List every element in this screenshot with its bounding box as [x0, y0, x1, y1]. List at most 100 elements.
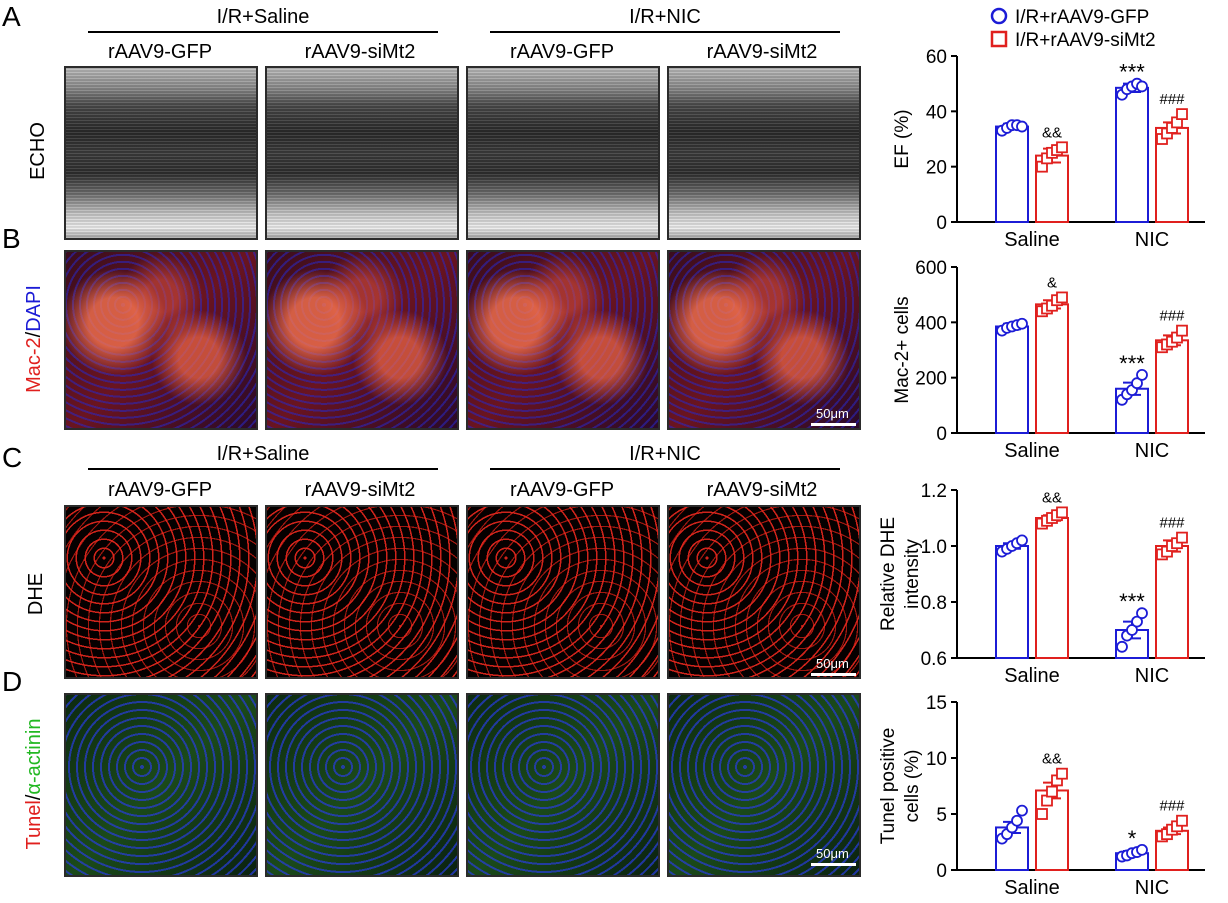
chart-dhe: 0.6 0.8 1.0 1.2 Relative DHE intensity Saline N…	[878, 481, 1205, 687]
group-header-saline: I/R+Saline	[216, 6, 310, 28]
data-point	[1136, 607, 1148, 620]
data-point	[1176, 531, 1188, 544]
scale-bar-label-2: 50μm	[816, 656, 849, 671]
y-tick-label: 40	[926, 102, 947, 123]
y-axis-label: cells (%)	[902, 750, 923, 823]
mac2-image-3	[466, 250, 660, 430]
bar	[1155, 545, 1189, 659]
data-point	[1016, 317, 1028, 330]
mac2-separator: /	[23, 331, 45, 338]
y-axis-label: intensity	[902, 539, 923, 609]
group-bracket-saline	[88, 31, 438, 33]
dhe-image-2	[265, 505, 459, 679]
echo-image-3	[466, 66, 660, 240]
panel-letter-a: A	[2, 1, 21, 32]
echo-image-1	[64, 66, 258, 240]
legend-label-gfp: I/R+rAAV9-GFP	[1015, 7, 1149, 28]
x-tick-label: NIC	[1135, 229, 1169, 251]
dhe-image-1	[64, 505, 258, 679]
y-axis-label: Relative DHE	[878, 517, 899, 631]
data-point	[1011, 814, 1023, 827]
echo-image-4	[667, 66, 861, 240]
data-point	[1016, 804, 1028, 817]
group-header-saline-2: I/R+Saline	[216, 443, 310, 465]
significance-annotation: ###	[1159, 515, 1185, 532]
x-tick-label: NIC	[1135, 877, 1169, 899]
row-label-echo: ECHO	[27, 122, 49, 180]
bar	[1035, 303, 1069, 434]
data-point	[1056, 291, 1068, 304]
y-axis-label: Mac-2+ cells	[892, 296, 913, 403]
data-point	[1056, 141, 1068, 154]
x-tick-label: NIC	[1135, 665, 1169, 687]
y-tick-label: 600	[915, 258, 947, 279]
column-label-2: rAAV9-siMt2	[304, 41, 416, 63]
data-point	[1016, 534, 1028, 547]
bar	[995, 325, 1029, 434]
row-label-dhe: DHE	[25, 572, 47, 616]
panel-letter-c: C	[2, 442, 23, 473]
bar	[995, 545, 1029, 659]
column-label-3: rAAV9-GFP	[509, 41, 615, 63]
mac2-label: Mac-2	[23, 337, 45, 393]
y-tick-label: 5	[936, 805, 947, 826]
legend-svg: I/R+rAAV9-GFP I/R+rAAV9-siMt2	[990, 7, 1156, 51]
data-point	[1131, 377, 1143, 390]
y-tick-label: 15	[926, 693, 947, 714]
data-point	[1131, 615, 1143, 628]
data-point	[1036, 808, 1048, 820]
data-point	[1046, 785, 1058, 798]
significance-annotation: ***	[1119, 351, 1145, 376]
y-tick-label: 10	[926, 749, 947, 770]
significance-annotation: ***	[1119, 60, 1145, 85]
y-axis-label: EF (%)	[892, 109, 913, 168]
dhe-image-3	[466, 505, 660, 679]
x-tick-label: Saline	[1004, 665, 1060, 687]
tunel-image-4: 50μm	[667, 693, 861, 877]
row-label-mac2-dapi: Mac-2/DAPI	[23, 279, 45, 399]
tunel-image-2	[265, 693, 459, 877]
legend-marker-simt2	[990, 30, 1008, 48]
y-tick-label: 0.8	[921, 593, 947, 614]
tunel-label: Tunel	[23, 800, 45, 850]
scale-bar-3	[811, 863, 856, 866]
column-label-6: rAAV9-siMt2	[304, 479, 416, 501]
data-point	[1176, 814, 1188, 827]
data-point	[1136, 80, 1148, 93]
significance-annotation: ***	[1119, 589, 1145, 614]
significance-annotation: ###	[1159, 91, 1185, 108]
y-tick-label: 1.2	[921, 481, 947, 502]
echo-image-2	[265, 66, 459, 240]
tunel-separator: /	[23, 794, 45, 801]
bar	[1035, 517, 1069, 659]
chart-ef: 0 20 40 60 EF (%) Saline NIC && *** ###	[892, 47, 1205, 251]
bar	[1115, 86, 1149, 223]
panel-letter-b: B	[2, 223, 21, 254]
y-tick-label: 1.0	[921, 537, 947, 558]
mac2-image-1	[64, 250, 258, 430]
y-tick-label: 0	[936, 424, 947, 445]
column-label-7: rAAV9-GFP	[509, 479, 615, 501]
tunel-image-3	[466, 693, 660, 877]
dhe-image-4: 50μm	[667, 505, 861, 679]
tunel-image-1	[64, 693, 258, 877]
y-tick-label: 0.6	[921, 649, 947, 670]
significance-annotation: &&	[1042, 751, 1062, 768]
y-tick-label: 200	[915, 369, 947, 390]
data-point	[1136, 843, 1148, 856]
group-bracket-saline-2	[88, 468, 438, 470]
actinin-label: α-actinin	[23, 718, 45, 795]
data-point	[1016, 120, 1028, 133]
scale-bar	[811, 423, 856, 426]
panel-letter-d: D	[2, 666, 23, 697]
y-tick-label: 20	[926, 158, 947, 179]
data-point	[1056, 506, 1068, 519]
significance-annotation: &&	[1042, 124, 1062, 141]
group-header-nic-2: I/R+NIC	[629, 443, 701, 465]
dapi-label: DAPI	[23, 285, 45, 332]
column-label-5: rAAV9-GFP	[107, 479, 213, 501]
x-tick-label: NIC	[1135, 440, 1169, 462]
significance-annotation: ###	[1159, 798, 1185, 815]
legend-marker-gfp	[990, 7, 1008, 25]
column-label-1: rAAV9-GFP	[107, 41, 213, 63]
